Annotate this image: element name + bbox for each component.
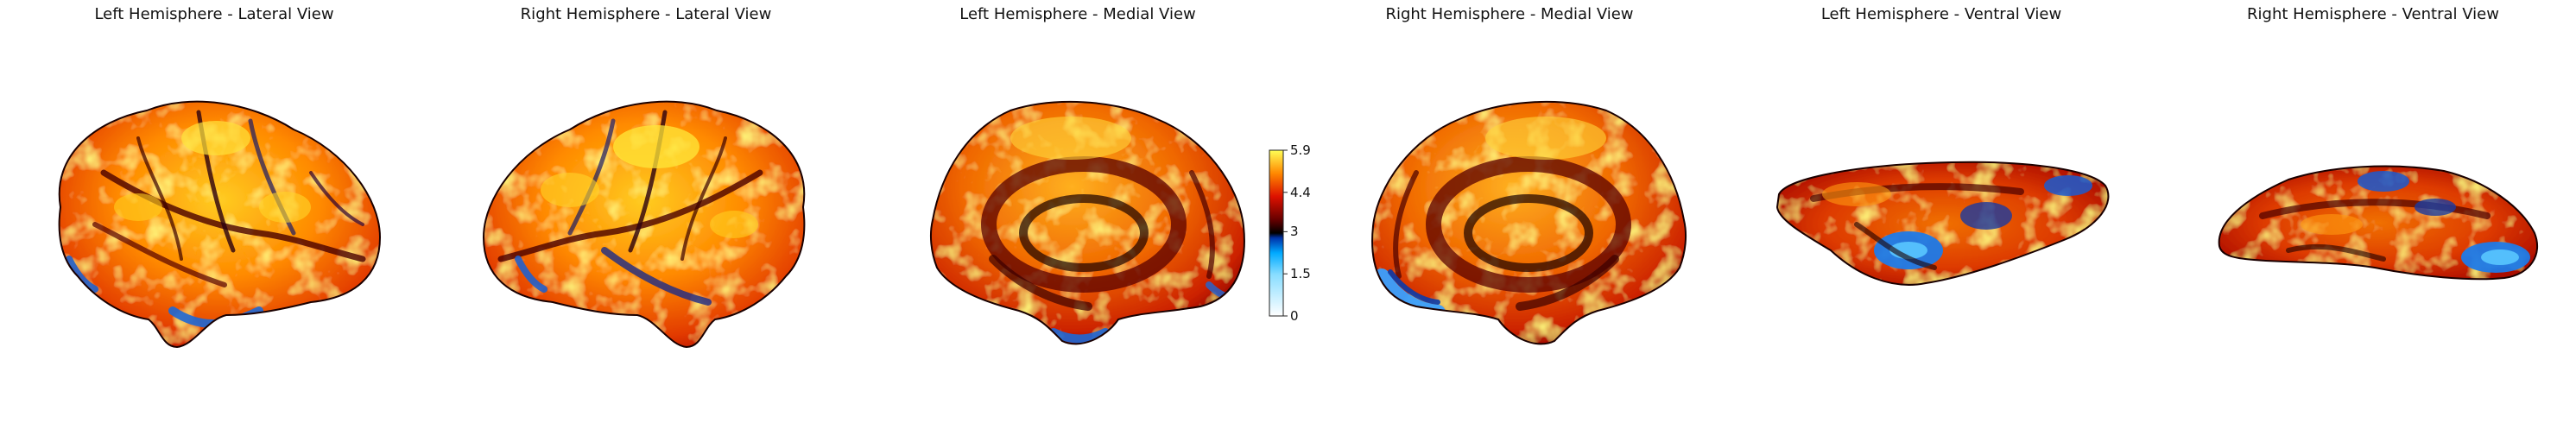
brain-left-medial: [929, 100, 1245, 345]
colorbar-tick-label: 5.9: [1290, 142, 1311, 158]
colorbar-tick-label: 0: [1290, 308, 1299, 324]
brain-right-medial: [1371, 100, 1687, 345]
colorbar-gradient: [1269, 149, 1284, 317]
colorbar: [1269, 149, 1288, 317]
panel-title-right-lateral: Right Hemisphere - Lateral View: [520, 5, 772, 23]
panel-title-right-ventral: Right Hemisphere - Ventral View: [2247, 5, 2499, 23]
colorbar-tick-label: 3: [1290, 224, 1299, 240]
brain-left-lateral: [58, 100, 381, 348]
brain-right-lateral: [483, 100, 806, 348]
panel-title-left-medial: Left Hemisphere - Medial View: [959, 5, 1196, 23]
panel-title-right-medial: Right Hemisphere - Medial View: [1385, 5, 1634, 23]
brain-right-ventral: [2218, 165, 2539, 281]
panel-title-left-lateral: Left Hemisphere - Lateral View: [94, 5, 334, 23]
colorbar-tick-label: 1.5: [1290, 266, 1311, 282]
colorbar-tick-label: 4.4: [1290, 184, 1311, 200]
brain-left-ventral: [1776, 161, 2110, 286]
panel-title-left-ventral: Left Hemisphere - Ventral View: [1820, 5, 2062, 23]
